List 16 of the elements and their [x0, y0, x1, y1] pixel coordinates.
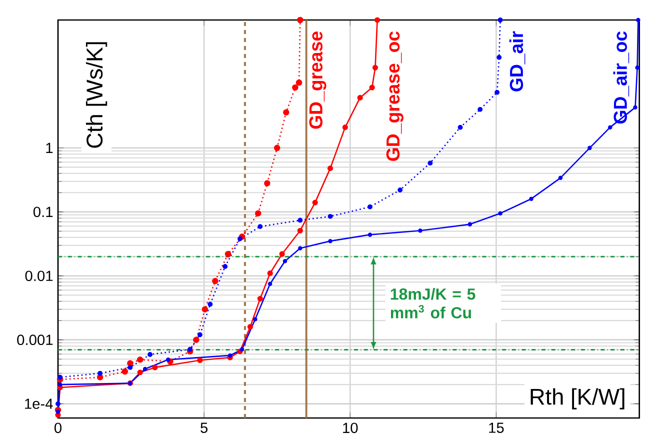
y-tick-label: 1e-4 — [25, 398, 53, 409]
x-tick-label: 15 — [489, 422, 504, 433]
x-tick-label: 5 — [200, 422, 208, 433]
text: GD_air_oc — [613, 31, 630, 124]
text: GD_air — [509, 31, 526, 92]
x-tick-label: 0 — [54, 422, 62, 434]
x-tick-label: 10 — [343, 422, 358, 434]
y-tick-label: 0.1 — [33, 206, 53, 218]
annotation: 18mJ/K = 5 mm$^{3}$ of Cu — [390, 288, 476, 318]
y-tick-label: 0.01 — [25, 270, 53, 282]
text: GD_grease_oc — [386, 31, 404, 161]
y-axis-title: Cth [Ws/K] — [86, 42, 108, 148]
text: GD_grease — [309, 32, 326, 129]
y-tick-label: 0.001 — [17, 334, 53, 346]
y-tick-label: 1 — [46, 142, 53, 153]
x-axis-title: Rth [K/W] — [530, 388, 624, 410]
